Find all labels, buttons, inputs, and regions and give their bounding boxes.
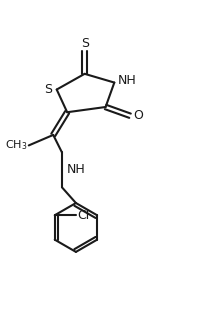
Text: S: S <box>80 37 88 50</box>
Text: Cl: Cl <box>77 209 89 222</box>
Text: O: O <box>133 109 143 122</box>
Text: NH: NH <box>117 74 136 87</box>
Text: CH$_3$: CH$_3$ <box>4 139 27 152</box>
Text: NH: NH <box>67 163 85 176</box>
Text: S: S <box>44 83 52 96</box>
